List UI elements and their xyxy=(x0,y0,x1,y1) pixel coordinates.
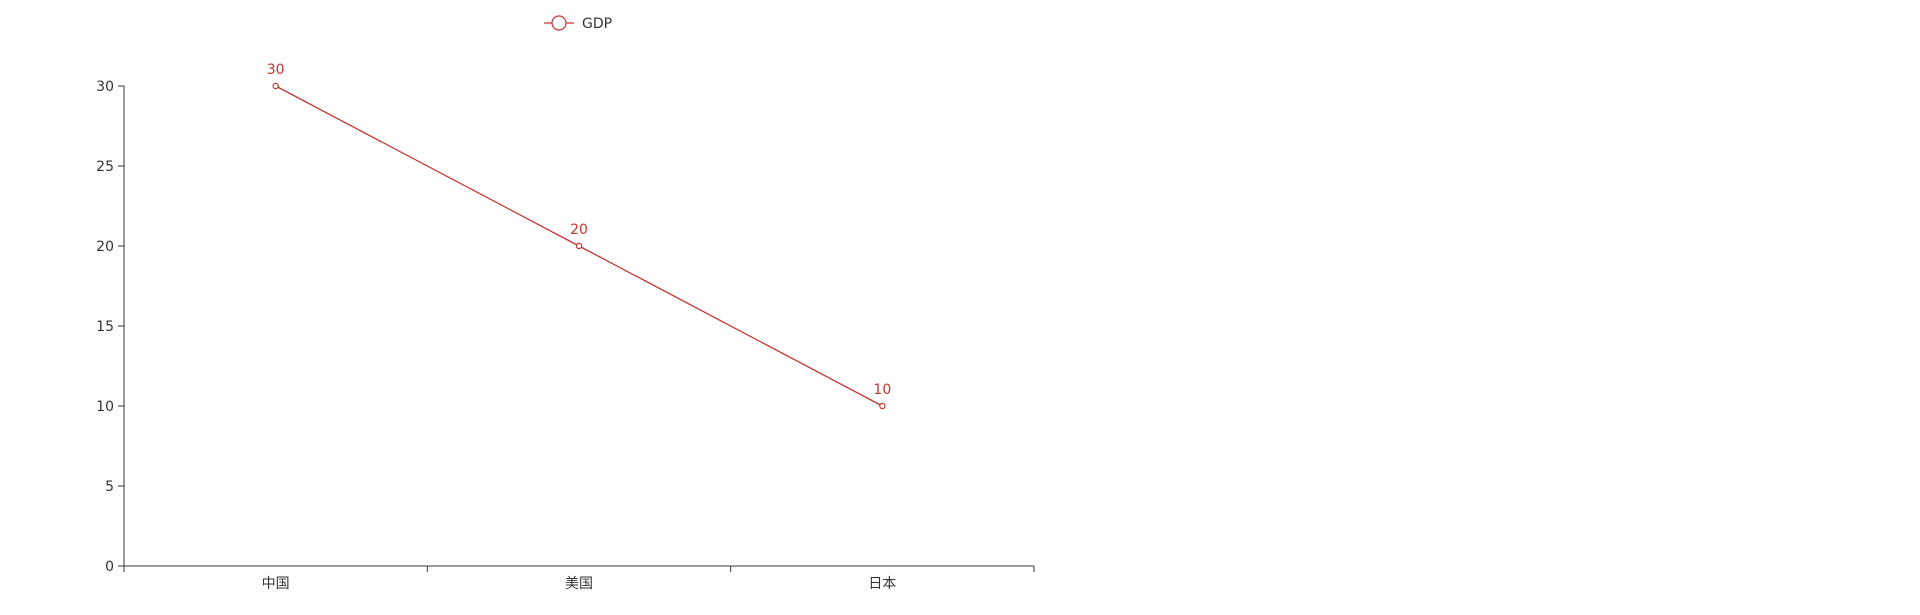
legend[interactable]: GDP xyxy=(544,15,612,32)
data-label: 20 xyxy=(570,222,588,238)
y-tick-label: 25 xyxy=(96,159,114,175)
x-tick-label: 中国 xyxy=(262,576,290,592)
legend-label: GDP xyxy=(582,16,612,32)
series-gdp: 30 20 10 xyxy=(267,62,891,410)
x-tick-label: 美国 xyxy=(565,576,593,592)
data-point xyxy=(879,402,886,410)
y-tick-label: 30 xyxy=(96,79,114,95)
x-tick-label: 日本 xyxy=(868,576,896,592)
data-label: 30 xyxy=(267,62,285,78)
y-axis: 0 5 10 15 20 25 30 xyxy=(96,79,125,575)
y-tick-label: 20 xyxy=(96,239,114,255)
data-point xyxy=(575,242,583,250)
y-tick-label: 15 xyxy=(96,319,114,335)
legend-marker-icon xyxy=(551,15,567,31)
y-tick-label: 0 xyxy=(105,559,114,575)
y-tick-label: 5 xyxy=(105,479,114,495)
data-label: 10 xyxy=(873,382,891,398)
data-point xyxy=(272,82,279,90)
y-tick-label: 10 xyxy=(96,399,114,415)
x-axis: 中国 美国 日本 xyxy=(123,565,1035,592)
